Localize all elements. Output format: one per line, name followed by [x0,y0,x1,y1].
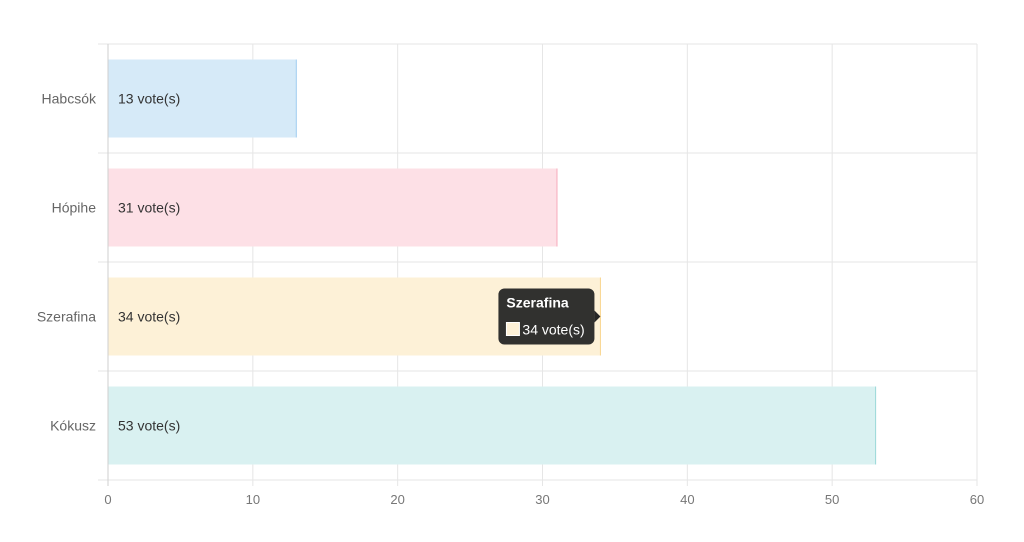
category-label: Szerafina [37,309,96,325]
bar-data-label: 53 vote(s) [118,418,180,434]
tooltip-caret [594,310,601,323]
tooltip: Szerafina 34 vote(s) [498,288,601,345]
bar-data-label: 13 vote(s) [118,91,180,107]
category-label: Habcsók [42,91,97,107]
x-tick-label: 20 [390,492,404,507]
x-tick-label: 50 [825,492,839,507]
x-tick-label: 30 [535,492,549,507]
category-label: Kókusz [50,418,96,434]
x-tick-label: 10 [246,492,260,507]
bar-0[interactable] [108,59,297,138]
tooltip-background [498,288,595,345]
grid-lines [98,43,978,486]
x-tick-label: 0 [104,492,111,507]
tooltip-box: Szerafina 34 vote(s) [498,288,601,345]
labels: 0 10 20 30 40 50 60 Habcsók 13 vote(s) Hópihe 31 v… [37,91,984,508]
x-tick-label: 40 [680,492,694,507]
tooltip-value: 34 vote(s) [522,322,584,338]
bar-3[interactable] [108,386,876,465]
tooltip-swatch [505,322,520,336]
bar-1[interactable] [108,168,557,247]
bar-data-label: 34 vote(s) [118,309,180,325]
tooltip-title: Szerafina [506,295,568,311]
x-tick-label: 60 [970,492,984,507]
category-label: Hópihe [52,200,97,216]
bar-data-label: 31 vote(s) [118,200,180,216]
